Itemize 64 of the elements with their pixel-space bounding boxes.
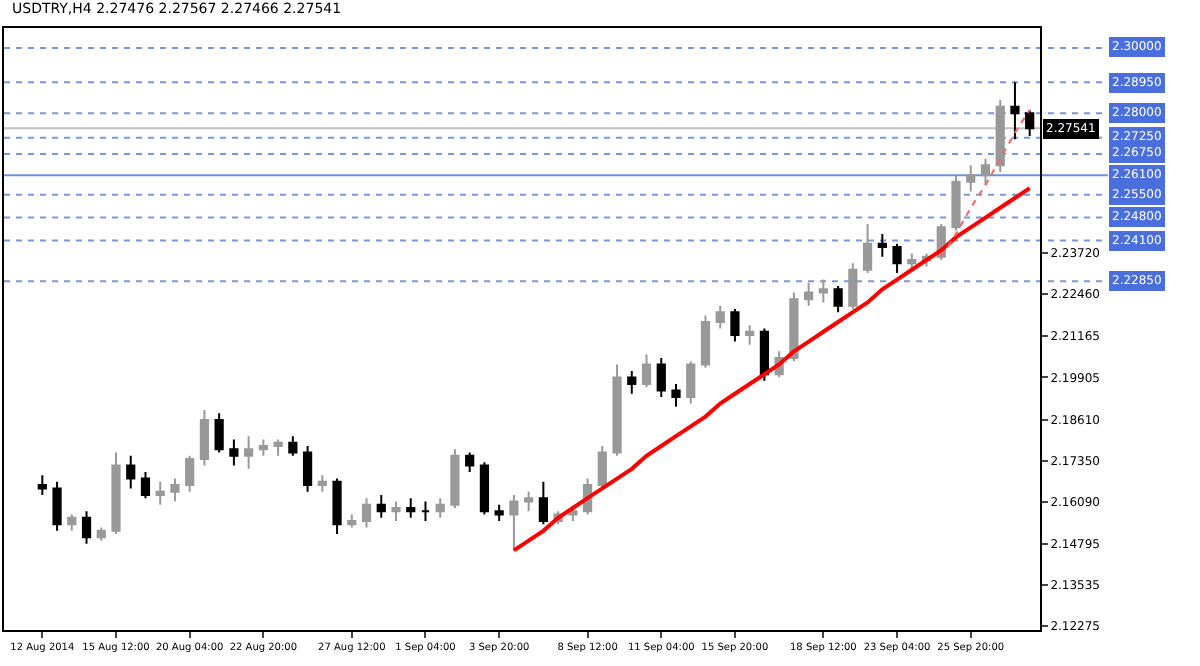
candlestick: [818, 278, 828, 304]
candlestick: [317, 474, 327, 493]
candlestick: [671, 382, 681, 408]
candlestick: [745, 324, 755, 346]
candlestick: [597, 444, 607, 490]
candlestick: [524, 490, 534, 513]
candlestick: [715, 304, 725, 330]
line-series: [940, 108, 1031, 258]
candlestick: [789, 291, 799, 363]
candlestick: [288, 435, 298, 457]
candlestick: [686, 360, 696, 405]
candlestick: [244, 435, 254, 470]
candlestick: [862, 223, 873, 275]
candlestick: [538, 480, 548, 526]
candlestick: [833, 285, 843, 314]
candlestick: [804, 281, 814, 307]
candlestick: [641, 353, 652, 389]
candlestick: [509, 493, 519, 552]
candlestick: [980, 157, 991, 186]
candlestick: [907, 252, 917, 271]
candlestick: [52, 480, 62, 532]
candlestick: [892, 242, 902, 275]
candlestick: [376, 493, 386, 519]
candlestick: [420, 500, 431, 523]
candlestick: [465, 451, 475, 474]
line-series: [511, 186, 1032, 553]
candlestick: [406, 497, 416, 519]
candlestick: [700, 314, 711, 369]
candlestick: [332, 477, 342, 536]
candlestick: [302, 444, 313, 493]
candlestick: [185, 454, 195, 493]
candlestick: [656, 356, 666, 399]
candlestick: [494, 503, 504, 523]
candlestick: [37, 474, 47, 496]
candlestick: [67, 513, 77, 532]
candlestick: [877, 232, 887, 258]
candlestick: [81, 510, 92, 545]
candlestick: [229, 438, 239, 467]
candlestick: [126, 454, 136, 490]
candlestick: [450, 448, 460, 509]
candlestick: [848, 262, 858, 310]
candlestick: [391, 500, 401, 523]
candlestick: [951, 174, 961, 232]
candlestick: [96, 526, 106, 542]
candlestick: [966, 164, 976, 193]
candlestick: [140, 471, 151, 500]
candlestick: [995, 99, 1005, 173]
candlestick: [479, 461, 490, 516]
candlestick: [273, 438, 283, 457]
candlestick: [170, 477, 180, 503]
candlestick: [199, 409, 210, 467]
candlestick: [730, 307, 740, 343]
candlestick: [258, 438, 268, 457]
candlestick: [759, 327, 770, 382]
candlestick: [627, 369, 637, 395]
candlestick: [111, 451, 121, 536]
candlestick: [347, 513, 357, 529]
candlestick: [1010, 81, 1020, 141]
candlestick: [1025, 108, 1035, 137]
candlestick: [612, 363, 622, 457]
candlestick: [435, 497, 445, 519]
candlestick: [214, 412, 224, 454]
candlestick: [155, 480, 165, 506]
candlestick: [361, 497, 372, 529]
